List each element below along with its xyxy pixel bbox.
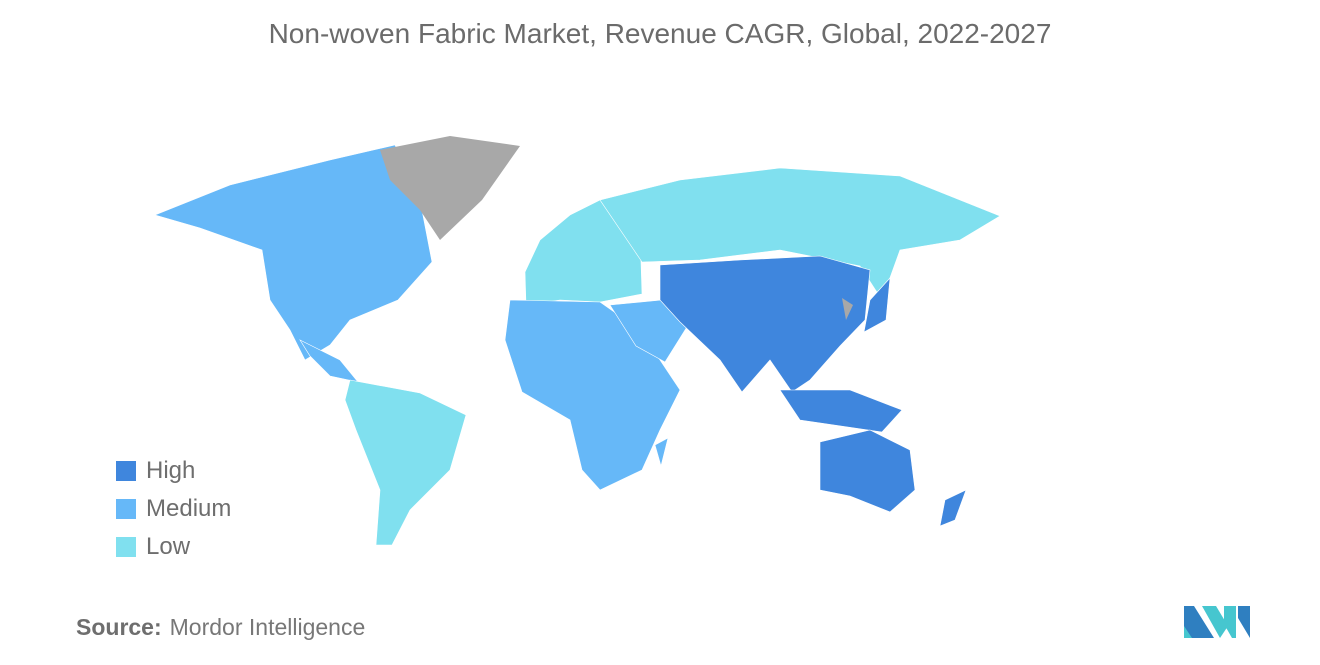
legend-label: High (146, 457, 196, 484)
mordor-logo-icon (1184, 606, 1250, 638)
region-korea (842, 298, 853, 320)
legend-item-low: Low (116, 528, 231, 566)
region-australia (819, 429, 916, 513)
region-asia (659, 255, 871, 393)
source-text: Mordor Intelligence (169, 614, 366, 640)
legend: High Medium Low (116, 452, 231, 566)
source-note: Source: Mordor Intelligence (76, 614, 365, 641)
region-madagascar (654, 437, 669, 468)
region-japan (863, 277, 891, 333)
region-se-asia-islands (779, 389, 903, 433)
legend-swatch (116, 537, 136, 557)
region-south-america (344, 379, 467, 546)
source-label: Source: (76, 614, 162, 640)
region-new-zealand (939, 489, 967, 527)
legend-swatch (116, 499, 136, 519)
legend-label: Medium (146, 495, 232, 522)
region-russia (599, 167, 1001, 301)
region-north-america (154, 144, 433, 361)
chart-title: Non-woven Fabric Market, Revenue CAGR, G… (268, 18, 1052, 49)
region-greenland (380, 136, 520, 240)
legend-swatch (116, 461, 136, 481)
legend-label: Low (146, 533, 191, 560)
region-central-america (299, 339, 359, 383)
region-middle-east (609, 299, 691, 363)
legend-item-high: High (116, 452, 231, 490)
legend-item-medium: Medium (116, 490, 231, 528)
